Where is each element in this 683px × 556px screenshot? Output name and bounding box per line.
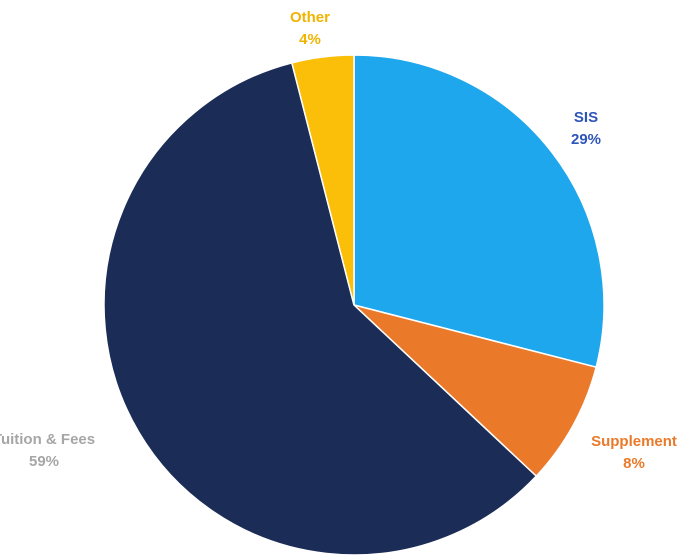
slice-label-value: 29%: [571, 131, 601, 148]
slice-label-name: Other: [290, 9, 330, 26]
pie-slice-sis: [353, 54, 605, 369]
slice-label-sis: SIS 29%: [571, 109, 601, 148]
slice-label-other: Other 4%: [290, 9, 330, 48]
pie-slice-tuition-fees: [103, 61, 538, 556]
pie-slice-other: [290, 54, 355, 306]
slice-label-tuition-fees: Tuition & Fees 59%: [0, 431, 95, 470]
slice-label-name: Supplement: [591, 433, 677, 450]
slice-label-name: Tuition & Fees: [0, 431, 95, 448]
slice-label-supplement: Supplement 8%: [591, 433, 677, 472]
pie-slice-supplement: [353, 304, 598, 478]
slice-label-value: 59%: [29, 453, 59, 470]
slice-label-value: 4%: [299, 31, 321, 48]
slice-label-value: 8%: [623, 455, 645, 472]
pie-slices: [103, 54, 605, 556]
slice-label-name: SIS: [574, 109, 598, 126]
